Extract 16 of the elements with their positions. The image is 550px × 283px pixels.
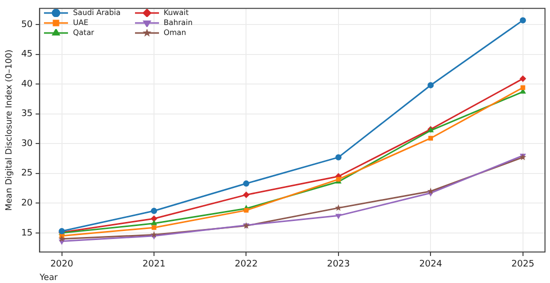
y-tick-label: 35 (21, 109, 33, 120)
x-tick-label: 2024 (419, 260, 442, 270)
y-tick-label: 15 (21, 228, 33, 238)
y-tick-label: 30 (21, 138, 33, 149)
x-axis-title: Year (38, 273, 58, 283)
x-tick-label: 2020 (50, 260, 74, 270)
y-axis-title: Mean Digital Disclosure Index (0–100) (4, 50, 14, 211)
y-tick-label: 50 (21, 20, 33, 30)
x-tick-label: 2022 (234, 260, 258, 270)
x-tick-label: 2023 (326, 260, 350, 270)
y-tick-label: 45 (21, 50, 33, 60)
x-tick-label: 2021 (142, 260, 166, 270)
y-tick-label: 25 (21, 168, 33, 179)
y-tick-label: 20 (21, 198, 33, 209)
x-tick-label: 2025 (511, 260, 534, 270)
y-tick-label: 40 (21, 79, 33, 90)
